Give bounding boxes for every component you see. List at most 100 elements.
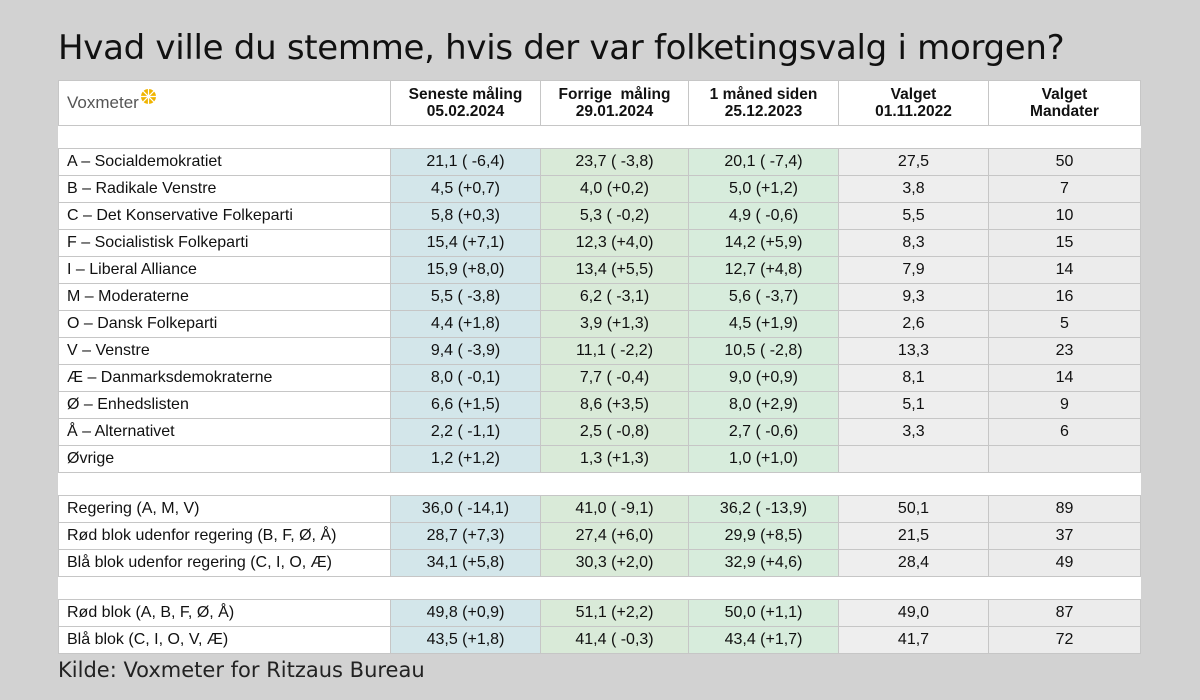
cell-previous: 7,7 ( -0,4) [540,364,689,392]
cell-seats: 16 [988,283,1141,311]
page-title: Hvad ville du stemme, hvis der var folke… [58,28,1065,68]
cell-previous: 41,0 ( -9,1) [540,495,689,523]
cell-month: 4,5 (+1,9) [688,310,839,338]
cell-election: 13,3 [838,337,989,365]
cell-latest: 28,7 (+7,3) [390,522,541,550]
row-label: I – Liberal Alliance [58,256,391,284]
cell-election: 5,1 [838,391,989,419]
cell-latest: 9,4 ( -3,9) [390,337,541,365]
poll-table-grid: Voxmeter Seneste måling 05.02.2024 Forrig… [58,80,1141,654]
cell-previous: 6,2 ( -3,1) [540,283,689,311]
header-election-line1: Valget [890,86,937,103]
cell-seats: 10 [988,202,1141,230]
cell-seats: 5 [988,310,1141,338]
cell-month: 32,9 (+4,6) [688,549,839,577]
cell-seats [988,445,1141,473]
cell-month: 8,0 (+2,9) [688,391,839,419]
table-row: Å – Alternativet 2,2 ( -1,1) 2,5 ( -0,8) 2,… [58,418,1141,446]
cell-month: 10,5 ( -2,8) [688,337,839,365]
cell-month: 14,2 (+5,9) [688,229,839,257]
cell-previous: 8,6 (+3,5) [540,391,689,419]
cell-seats: 50 [988,148,1141,176]
spacer-cell [838,472,989,496]
table-row: I – Liberal Alliance 15,9 (+8,0) 13,4 (+5,… [58,256,1141,284]
cell-latest: 4,5 (+0,7) [390,175,541,203]
spacer-cell [838,125,989,149]
cell-latest: 34,1 (+5,8) [390,549,541,577]
cell-latest: 21,1 ( -6,4) [390,148,541,176]
spacer-cell [540,576,689,600]
row-label: Rød blok udenfor regering (B, F, Ø, Å) [58,522,391,550]
cell-previous: 30,3 (+2,0) [540,549,689,577]
spacer-cell [58,576,391,600]
cell-seats: 15 [988,229,1141,257]
cell-seats: 37 [988,522,1141,550]
table-row: B – Radikale Venstre 4,5 (+0,7) 4,0 (+0,2)… [58,175,1141,203]
cell-election: 27,5 [838,148,989,176]
cell-previous: 27,4 (+6,0) [540,522,689,550]
row-label: B – Radikale Venstre [58,175,391,203]
cell-latest: 8,0 ( -0,1) [390,364,541,392]
voxmeter-logo: Voxmeter [58,80,391,126]
header-seats: Valget Mandater [988,80,1141,126]
table-spacer-row [58,472,1141,496]
row-label: M – Moderaterne [58,283,391,311]
cell-election: 8,1 [838,364,989,392]
spacer-cell [688,125,839,149]
cell-seats: 23 [988,337,1141,365]
cell-month: 5,6 ( -3,7) [688,283,839,311]
cell-election [838,445,989,473]
table-row: C – Det Konservative Folkeparti 5,8 (+0,3… [58,202,1141,230]
cell-election: 41,7 [838,626,989,654]
table-row: Blå blok udenfor regering (C, I, O, Æ) 34… [58,549,1141,577]
spacer-cell [988,472,1141,496]
row-label: C – Det Konservative Folkeparti [58,202,391,230]
cell-election: 28,4 [838,549,989,577]
table-header-row: Voxmeter Seneste måling 05.02.2024 Forrig… [58,80,1141,126]
cell-election: 7,9 [838,256,989,284]
cell-election: 5,5 [838,202,989,230]
header-latest-line2: 05.02.2024 [426,103,505,120]
header-latest-line1: Seneste måling [408,86,523,103]
table-row: Øvrige 1,2 (+1,2) 1,3 (+1,3) 1,0 (+1,0) [58,445,1141,473]
header-latest: Seneste måling 05.02.2024 [390,80,541,126]
cell-month: 5,0 (+1,2) [688,175,839,203]
row-label: Ø – Enhedslisten [58,391,391,419]
row-label: Å – Alternativet [58,418,391,446]
cell-latest: 5,5 ( -3,8) [390,283,541,311]
row-label: F – Socialistisk Folkeparti [58,229,391,257]
cell-election: 8,3 [838,229,989,257]
cell-previous: 11,1 ( -2,2) [540,337,689,365]
cell-election: 49,0 [838,599,989,627]
cell-month: 20,1 ( -7,4) [688,148,839,176]
row-label: Blå blok (C, I, O, V, Æ) [58,626,391,654]
cell-election: 3,3 [838,418,989,446]
table-row: M – Moderaterne 5,5 ( -3,8) 6,2 ( -3,1) 5,6… [58,283,1141,311]
table-row: Æ – Danmarksdemokraterne 8,0 ( -0,1) 7,7 (… [58,364,1141,392]
cell-election: 50,1 [838,495,989,523]
table-row: Blå blok (C, I, O, V, Æ) 43,5 (+1,8) 41,4 … [58,626,1141,654]
cell-election: 21,5 [838,522,989,550]
table-row: Regering (A, M, V) 36,0 ( -14,1) 41,0 ( -9… [58,495,1141,523]
cell-seats: 87 [988,599,1141,627]
sun-icon [140,88,157,109]
table-row: A – Socialdemokratiet 21,1 ( -6,4) 23,7 ( … [58,148,1141,176]
header-month-line2: 25.12.2023 [724,103,803,120]
cell-month: 9,0 (+0,9) [688,364,839,392]
cell-month: 36,2 ( -13,9) [688,495,839,523]
cell-previous: 1,3 (+1,3) [540,445,689,473]
row-label: V – Venstre [58,337,391,365]
spacer-cell [988,576,1141,600]
cell-previous: 4,0 (+0,2) [540,175,689,203]
cell-seats: 9 [988,391,1141,419]
cell-previous: 23,7 ( -3,8) [540,148,689,176]
cell-latest: 49,8 (+0,9) [390,599,541,627]
cell-latest: 15,9 (+8,0) [390,256,541,284]
table-row: Rød blok (A, B, F, Ø, Å) 49,8 (+0,9) 51,1 … [58,599,1141,627]
cell-previous: 13,4 (+5,5) [540,256,689,284]
cell-month: 1,0 (+1,0) [688,445,839,473]
cell-previous: 2,5 ( -0,8) [540,418,689,446]
row-label: Rød blok (A, B, F, Ø, Å) [58,599,391,627]
cell-seats: 89 [988,495,1141,523]
cell-election: 2,6 [838,310,989,338]
